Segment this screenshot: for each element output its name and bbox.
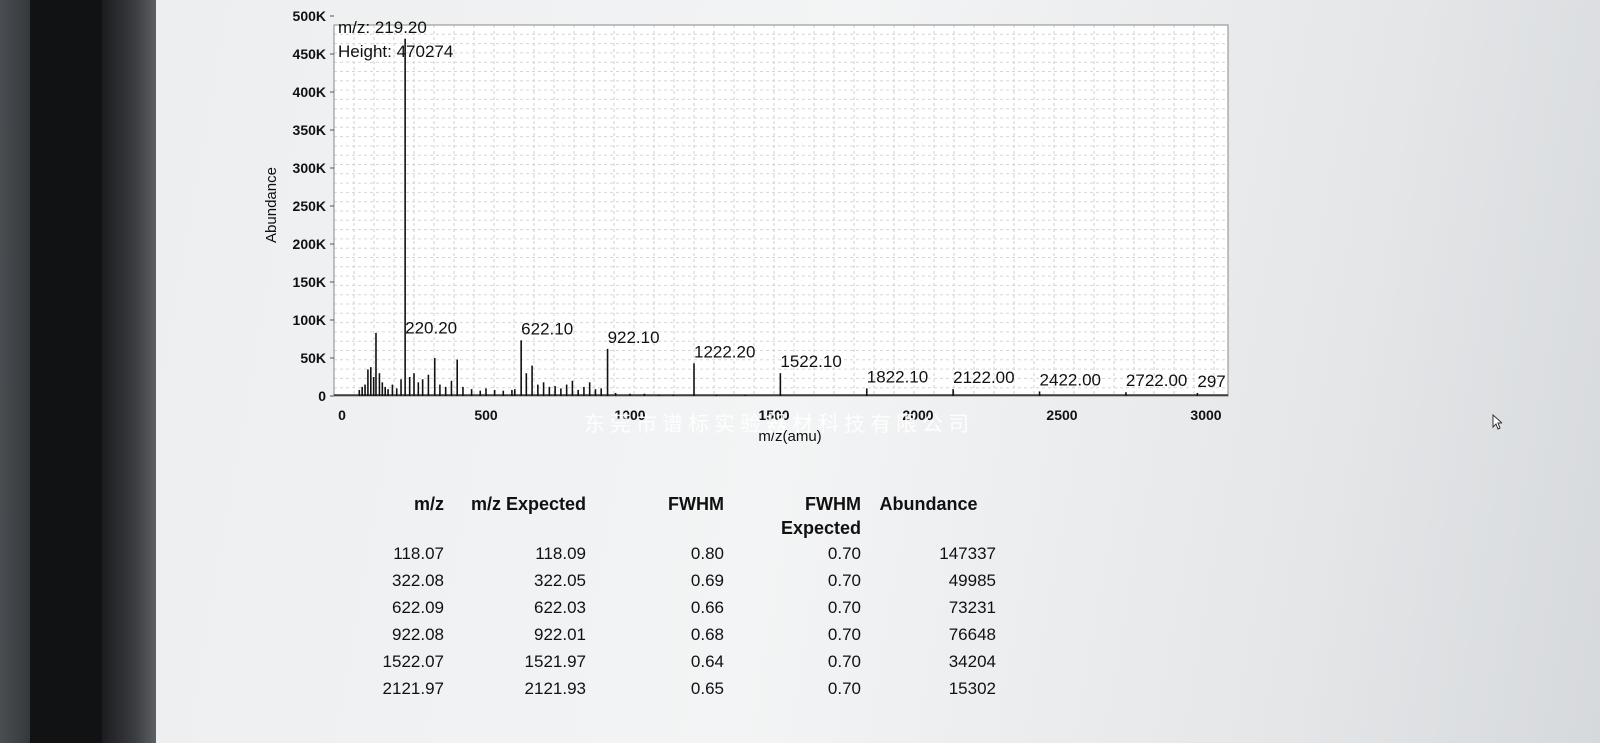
y-tick-label: 200K xyxy=(293,236,326,252)
cell-fwhm-expected: 0.70 xyxy=(827,624,861,644)
cell-mz-expected: 322.05 xyxy=(534,570,586,590)
y-tick-label: 350K xyxy=(293,122,326,138)
cell-fwhm-expected: 0.70 xyxy=(827,597,861,617)
peak-label: 622.10 xyxy=(521,319,573,338)
cell-abundance: 147337 xyxy=(939,543,996,563)
mass-spectrum-chart: 0 50K 100K 150K 200K 250K 300K 350K 400K 450K 500K… xyxy=(263,8,1229,445)
y-tick-label: 500K xyxy=(293,8,326,24)
cell-abundance: 34204 xyxy=(948,651,996,671)
selected-mz-readout: m/z: 219.20 xyxy=(338,18,427,37)
watermark-text: 东莞市谱标实验器材科技有限公司 xyxy=(584,413,974,436)
cell-mz-expected: 922.01 xyxy=(534,624,586,644)
table-row: 622.09 622.03 0.66 0.70 73231 xyxy=(374,594,996,621)
x-axis-ticks: 0 500 1000 1500 2000 2500 3000 xyxy=(338,407,1222,423)
spectrum-peaks xyxy=(334,38,1228,396)
header-fwhm-expected: FWHM Expected xyxy=(780,494,861,538)
table-header-row: m/z m/z Expected FWHM FWHM Expected Abund… xyxy=(374,492,996,540)
cell-fwhm: 0.66 xyxy=(690,597,724,617)
x-tick-label: 1500 xyxy=(758,407,789,423)
cell-mz-expected: 1521.97 xyxy=(524,651,586,671)
cell-mz: 922.08 xyxy=(392,624,444,644)
peak-label: 922.10 xyxy=(608,328,660,347)
cell-mz-expected: 2121.93 xyxy=(524,678,586,698)
mouse-pointer-icon xyxy=(1492,414,1502,430)
x-tick-label: 3000 xyxy=(1190,407,1221,423)
cell-abundance: 15302 xyxy=(948,678,996,698)
y-tick-label: 400K xyxy=(293,84,326,100)
cell-fwhm-expected: 0.70 xyxy=(827,678,861,698)
monitor-frame-edge xyxy=(102,0,156,743)
cell-fwhm: 0.69 xyxy=(690,570,724,590)
peak-label: 1822.10 xyxy=(867,367,928,386)
cell-fwhm-expected: 0.70 xyxy=(827,651,861,671)
application-screen: 0 50K 100K 150K 200K 250K 300K 350K 400K 450K 500K… xyxy=(156,0,1600,743)
cell-abundance: 76648 xyxy=(948,624,996,644)
peak-label: 220.20 xyxy=(405,319,457,338)
header-abundance: Abundance xyxy=(879,494,978,514)
cell-abundance: 73231 xyxy=(948,597,996,617)
table-row: 1522.07 1521.97 0.64 0.70 34204 xyxy=(374,648,996,675)
cell-fwhm: 0.65 xyxy=(690,678,724,698)
table-row: 922.08 922.01 0.68 0.70 76648 xyxy=(374,621,996,648)
x-tick-label: 2500 xyxy=(1046,407,1077,423)
table-row: 118.07 118.09 0.80 0.70 147337 xyxy=(374,540,996,567)
y-tick-label: 250K xyxy=(293,198,326,214)
monitor-bezel xyxy=(0,0,30,743)
peak-labels: 220.20 622.10 922.10 1222.20 1522.10 1822.10 2… xyxy=(405,319,1226,391)
monitor-frame xyxy=(30,0,102,743)
chart-grid xyxy=(333,24,1228,396)
cell-mz: 1522.07 xyxy=(382,651,444,671)
cell-mz-expected: 118.09 xyxy=(535,543,586,563)
peak-label: 1522.10 xyxy=(780,352,841,371)
x-tick-label: 1000 xyxy=(614,407,645,423)
peak-label: 2722.00 xyxy=(1126,371,1187,390)
x-tick-label: 2000 xyxy=(902,407,933,423)
cell-fwhm-expected: 0.70 xyxy=(827,543,861,563)
y-tick-label: 0 xyxy=(318,388,326,404)
table-row: 2121.97 2121.93 0.65 0.70 15302 xyxy=(374,675,996,702)
y-tick-label: 50K xyxy=(300,350,326,366)
header-mz: m/z xyxy=(413,494,444,514)
peak-label: 2422.00 xyxy=(1040,370,1101,389)
y-tick-label: 300K xyxy=(293,160,326,176)
table-row: 322.08 322.05 0.69 0.70 49985 xyxy=(374,567,996,594)
y-tick-label: 450K xyxy=(293,46,326,62)
cell-abundance: 49985 xyxy=(948,570,996,590)
cell-mz: 2121.97 xyxy=(382,678,444,698)
y-axis-ticks: 0 50K 100K 150K 200K 250K 300K 350K 400K 450K 500K xyxy=(293,8,334,404)
selected-height-readout: Height: 470274 xyxy=(338,42,453,61)
cell-mz-expected: 622.03 xyxy=(534,597,586,617)
peak-label: 297 xyxy=(1197,372,1225,391)
x-tick-label: 500 xyxy=(474,407,498,423)
cell-fwhm-expected: 0.70 xyxy=(827,570,861,590)
header-fwhm: FWHM xyxy=(668,494,724,514)
cell-fwhm: 0.80 xyxy=(690,543,724,563)
cell-mz: 118.07 xyxy=(393,543,444,563)
y-tick-label: 150K xyxy=(293,274,326,290)
x-axis-title: m/z(amu) xyxy=(758,428,821,445)
cell-fwhm: 0.68 xyxy=(690,624,724,644)
peak-results-table: m/z m/z Expected FWHM FWHM Expected Abund… xyxy=(374,492,996,702)
peak-label: 2122.00 xyxy=(953,368,1014,387)
peak-label: 1222.20 xyxy=(694,342,755,361)
x-tick-label: 0 xyxy=(338,407,346,423)
header-mz-expected: m/z Expected xyxy=(470,494,586,514)
y-tick-label: 100K xyxy=(293,312,326,328)
y-axis-title: Abundance xyxy=(263,167,280,243)
cell-fwhm: 0.64 xyxy=(690,651,724,671)
cell-mz: 622.09 xyxy=(392,597,444,617)
cell-mz: 322.08 xyxy=(392,570,444,590)
